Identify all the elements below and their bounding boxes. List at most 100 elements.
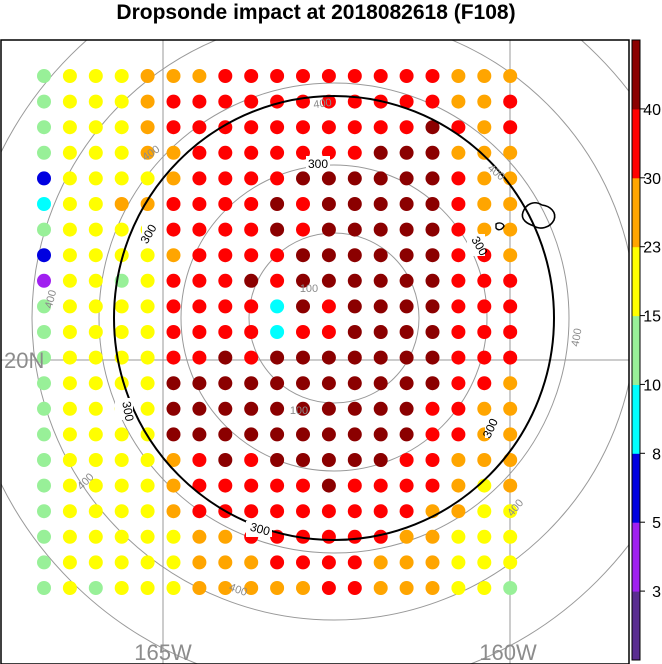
dropsonde-point: [347, 376, 362, 391]
dropsonde-point: [270, 273, 285, 288]
dropsonde-point: [192, 299, 207, 314]
dropsonde-point: [218, 171, 233, 186]
dropsonde-point: [62, 145, 77, 160]
dropsonde-point: [373, 197, 388, 211]
dropsonde-point: [503, 145, 518, 160]
dropsonde-point: [218, 248, 233, 263]
dropsonde-point: [37, 325, 51, 339]
dropsonde-point: [37, 248, 51, 263]
dropsonde-point: [399, 478, 414, 493]
island-niihau: [495, 222, 505, 231]
dropsonde-point: [399, 529, 414, 544]
dropsonde-point: [37, 171, 51, 186]
dropsonde-point: [62, 171, 77, 186]
dropsonde-point: [37, 376, 51, 391]
dropsonde-point: [477, 555, 492, 570]
dropsonde-point: [37, 120, 51, 135]
dropsonde-point: [62, 427, 77, 442]
dropsonde-point: [166, 94, 181, 109]
range-ring-400: [31, 40, 629, 621]
dropsonde-point: [37, 299, 51, 314]
dropsonde-point: [244, 325, 259, 339]
dropsonde-point: [425, 350, 440, 365]
dropsonde-point: [140, 478, 155, 493]
dropsonde-point: [503, 555, 518, 570]
dropsonde-point: [399, 145, 414, 160]
dropsonde-point: [477, 504, 492, 519]
colorbar: 3 5 8 10 15 23 30 40: [631, 39, 661, 661]
dropsonde-point: [373, 325, 388, 339]
dropsonde-point: [399, 120, 414, 135]
dropsonde-point: [37, 427, 51, 442]
dropsonde-point: [373, 478, 388, 493]
dropsonde-point: [166, 478, 181, 493]
dropsonde-point: [114, 222, 129, 237]
dropsonde-point: [503, 401, 518, 416]
dropsonde-point: [425, 171, 440, 186]
dropsonde-point: [88, 273, 103, 288]
dropsonde-point: [114, 325, 129, 339]
colorbar-frame: [631, 39, 641, 661]
dropsonde-point: [373, 453, 388, 467]
colorbar-tick-label: 23: [643, 240, 661, 257]
dropsonde-point: [451, 325, 466, 339]
dropsonde-point: [477, 325, 492, 339]
contour-label: 300: [249, 520, 272, 539]
dropsonde-point: [114, 69, 129, 83]
dropsonde-point: [399, 171, 414, 186]
dropsonde-point: [166, 273, 181, 288]
dropsonde-point: [347, 299, 362, 314]
dropsonde-point: [296, 120, 310, 135]
dropsonde-point: [451, 248, 466, 263]
dropsonde-point: [114, 478, 129, 493]
dropsonde-point: [62, 325, 77, 339]
dropsonde-point: [451, 299, 466, 314]
dropsonde-point: [192, 273, 207, 288]
dropsonde-point: [503, 376, 518, 391]
dropsonde-point: [244, 478, 259, 493]
dropsonde-point: [192, 581, 207, 595]
dropsonde-point: [88, 248, 103, 263]
dropsonde-point: [321, 197, 336, 211]
dropsonde-point: [503, 478, 518, 493]
dropsonde-point: [399, 94, 414, 109]
dropsonde-point: [218, 581, 233, 595]
dropsonde-point: [37, 504, 51, 519]
dropsonde-point: [192, 401, 207, 416]
dropsonde-point: [503, 453, 518, 467]
dropsonde-point: [37, 69, 51, 83]
colorbar-tick-label: 40: [643, 102, 661, 119]
dropsonde-point: [296, 478, 310, 493]
dropsonde-point: [166, 248, 181, 263]
range-ring-200: [180, 164, 488, 472]
dropsonde-point: [321, 401, 336, 416]
dropsonde-point: [503, 222, 518, 237]
dropsonde-point: [166, 69, 181, 83]
dropsonde-point: [373, 69, 388, 83]
dropsonde-point: [37, 581, 51, 595]
dropsonde-point: [37, 453, 51, 467]
dropsonde-point: [321, 376, 336, 391]
colorbar-tick-label: 15: [643, 309, 661, 326]
dropsonde-point: [140, 171, 155, 186]
dropsonde-point: [399, 248, 414, 263]
dropsonde-point: [321, 222, 336, 237]
dropsonde-point: [192, 529, 207, 544]
dropsonde-point: [451, 555, 466, 570]
dropsonde-point: [244, 299, 259, 314]
colorbar-segment: [632, 384, 640, 454]
dropsonde-point: [140, 325, 155, 339]
dropsonde-point: [451, 120, 466, 135]
dropsonde-point: [192, 453, 207, 467]
dropsonde-point: [503, 273, 518, 288]
dropsonde-point: [425, 69, 440, 83]
dropsonde-point: [347, 69, 362, 83]
dropsonde-point: [62, 401, 77, 416]
dropsonde-point: [347, 197, 362, 211]
dropsonde-point: [140, 401, 155, 416]
dropsonde-point: [88, 555, 103, 570]
ring-label: 400: [227, 581, 248, 599]
dropsonde-point: [451, 427, 466, 442]
dropsonde-point: [88, 401, 103, 416]
dropsonde-point: [192, 171, 207, 186]
